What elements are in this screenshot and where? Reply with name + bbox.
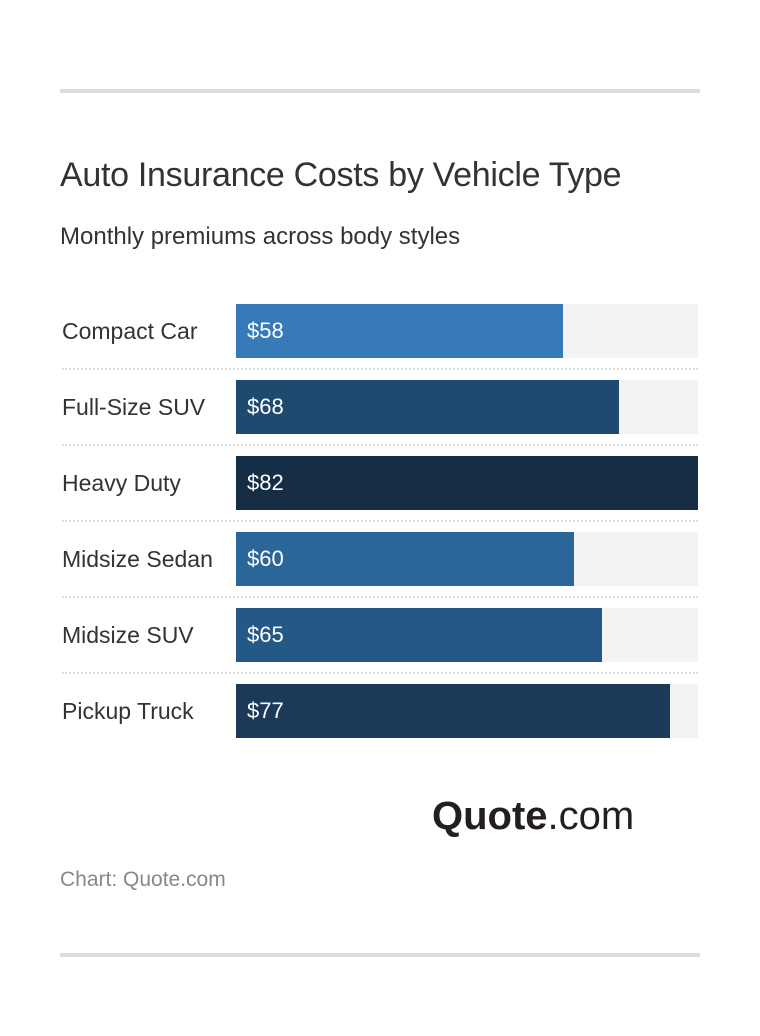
- category-label: Full-Size SUV: [62, 394, 206, 420]
- bar-track: $65: [236, 608, 698, 662]
- value-label: $77: [247, 698, 284, 723]
- category-label: Heavy Duty: [62, 470, 181, 496]
- row-divider: [62, 672, 698, 674]
- bar-track: $68: [236, 380, 698, 434]
- category-label: Pickup Truck: [62, 698, 194, 724]
- row-divider: [62, 596, 698, 598]
- chart-title: Auto Insurance Costs by Vehicle Type: [60, 156, 622, 194]
- bar: $60: [236, 532, 575, 586]
- bar: $65: [236, 608, 603, 662]
- chart-subtitle: Monthly premiums across body styles: [60, 223, 461, 250]
- value-label: $60: [247, 546, 284, 571]
- bottom-divider: [60, 953, 700, 957]
- row-divider: [62, 444, 698, 446]
- bar-row: Pickup Truck $77: [60, 684, 700, 760]
- value-label: $68: [247, 394, 284, 419]
- bar: $82: [236, 456, 698, 510]
- value-label: $58: [247, 318, 284, 343]
- logo-wordmark: Quote: [432, 794, 548, 838]
- bar-track: $82: [236, 456, 698, 510]
- bar-track: $58: [236, 304, 698, 358]
- bar-row: Midsize Sedan $60: [60, 532, 700, 608]
- bar-row: Heavy Duty $82: [60, 456, 700, 532]
- bar-row: Midsize SUV $65: [60, 608, 700, 684]
- quote-logo: Quote.com: [432, 794, 634, 839]
- row-divider: [62, 520, 698, 522]
- bar-track: $77: [236, 684, 698, 738]
- value-label: $82: [247, 470, 284, 495]
- bar: $58: [236, 304, 563, 358]
- category-label: Midsize SUV: [62, 622, 194, 648]
- value-label: $65: [247, 622, 284, 647]
- bar-chart: Compact Car $58 Full-Size SUV $68 Heavy …: [60, 304, 700, 760]
- category-label: Midsize Sedan: [62, 546, 213, 572]
- bar-row: Full-Size SUV $68: [60, 380, 700, 456]
- row-divider: [62, 368, 698, 370]
- logo-domain: .com: [547, 794, 635, 838]
- bar: $68: [236, 380, 620, 434]
- top-divider: [60, 89, 700, 93]
- bar-track: $60: [236, 532, 698, 586]
- category-label: Compact Car: [62, 318, 198, 344]
- source-credit: Chart: Quote.com: [60, 868, 226, 891]
- bar: $77: [236, 684, 670, 738]
- bar-row: Compact Car $58: [60, 304, 700, 380]
